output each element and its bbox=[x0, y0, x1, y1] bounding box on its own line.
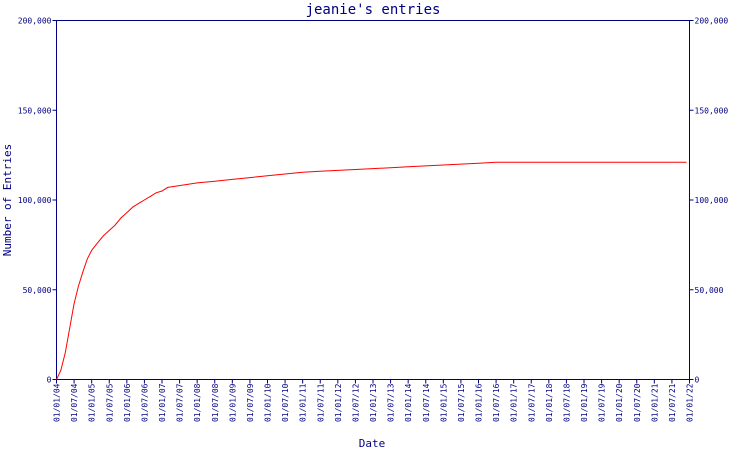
x-tick-label: 01/07/05 bbox=[105, 383, 114, 422]
plot-frame bbox=[56, 20, 690, 380]
y-tick-label-left: 0 bbox=[47, 376, 52, 385]
x-tick-label: 01/07/12 bbox=[351, 383, 360, 422]
y-tick-label-right: 150,000 bbox=[695, 106, 729, 115]
x-tick-label: 01/07/15 bbox=[457, 383, 466, 422]
series-line bbox=[56, 161, 687, 380]
x-tick-label: 01/01/19 bbox=[580, 383, 589, 422]
x-tick-label: 01/07/16 bbox=[492, 383, 501, 422]
x-tick-label: 01/07/08 bbox=[211, 383, 220, 422]
y-tick-label-left: 150,000 bbox=[18, 106, 52, 115]
x-tick-label: 01/01/06 bbox=[123, 383, 132, 422]
y-tick-label-right: 100,000 bbox=[695, 196, 729, 205]
x-tick-label: 01/01/21 bbox=[650, 383, 659, 422]
y-tick-label-left: 50,000 bbox=[23, 286, 52, 295]
y-tick-label-right: 50,000 bbox=[695, 286, 724, 295]
x-tick-label: 01/07/20 bbox=[633, 383, 642, 422]
x-tick-label: 01/07/10 bbox=[281, 383, 290, 422]
x-tick-label: 01/07/09 bbox=[246, 383, 255, 422]
x-tick-label: 01/07/07 bbox=[176, 383, 185, 422]
y-tick-label-right: 200,000 bbox=[695, 17, 729, 26]
x-axis-label: Date bbox=[359, 437, 386, 450]
x-tick-label: 01/01/05 bbox=[88, 383, 97, 422]
x-tick-label: 01/01/17 bbox=[510, 383, 519, 422]
x-tick-label: 01/07/18 bbox=[562, 383, 571, 422]
x-tick-label: 01/07/17 bbox=[527, 383, 536, 422]
x-tick-label: 01/07/04 bbox=[70, 383, 79, 422]
x-tick-label: 01/01/13 bbox=[369, 383, 378, 422]
x-tick-label: 01/01/15 bbox=[439, 383, 448, 422]
y-axis-label: Number of Entries bbox=[1, 144, 14, 257]
y-axis-right: 0 50,000 100,000 150,000 200,000 bbox=[689, 17, 729, 385]
x-axis: 01/01/04 01/07/04 01/01/05 01/07/05 01/01/06… bbox=[53, 379, 695, 422]
x-tick-label: 01/07/19 bbox=[598, 383, 607, 422]
x-tick-label: 01/01/20 bbox=[615, 383, 624, 422]
y-tick-label-left: 100,000 bbox=[18, 196, 52, 205]
x-tick-label: 01/01/10 bbox=[264, 383, 273, 422]
x-tick-label: 01/07/13 bbox=[387, 383, 396, 422]
x-tick-label: 01/01/12 bbox=[334, 383, 343, 422]
y-tick-label-right: 0 bbox=[695, 376, 700, 385]
y-axis-left: 0 50,000 100,000 150,000 200,000 bbox=[18, 17, 57, 385]
x-tick-label: 01/01/18 bbox=[545, 383, 554, 422]
x-tick-label: 01/01/11 bbox=[299, 383, 308, 422]
x-tick-label: 01/01/04 bbox=[53, 383, 62, 422]
x-tick-label: 01/01/07 bbox=[158, 383, 167, 422]
y-tick-label-left: 200,000 bbox=[18, 17, 52, 26]
x-tick-label: 01/07/06 bbox=[140, 383, 149, 422]
x-tick-label: 01/01/22 bbox=[686, 383, 695, 422]
x-tick-label: 01/01/14 bbox=[404, 383, 413, 422]
x-tick-label: 01/07/11 bbox=[316, 383, 325, 422]
x-tick-label: 01/01/09 bbox=[228, 383, 237, 422]
chart-title: jeanie's entries bbox=[306, 2, 441, 18]
x-tick-label: 01/07/21 bbox=[668, 383, 677, 422]
x-tick-label: 01/01/08 bbox=[193, 383, 202, 422]
x-tick-label: 01/07/14 bbox=[422, 383, 431, 422]
x-tick-label: 01/01/16 bbox=[475, 383, 484, 422]
